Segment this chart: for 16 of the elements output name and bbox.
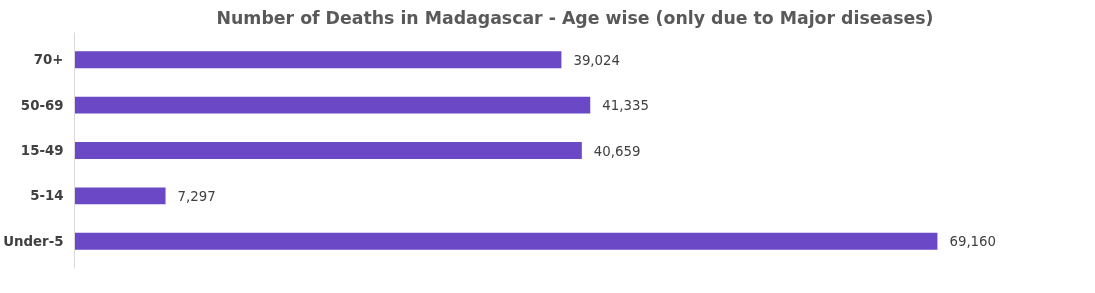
y-tick-label: 15-49 xyxy=(20,143,64,158)
bar xyxy=(74,187,166,205)
bar xyxy=(74,96,591,114)
chart-title: Number of Deaths in Madagascar - Age wise (only due to Major diseases) xyxy=(216,7,934,28)
data-label: 39,024 xyxy=(573,52,621,68)
data-label: 7,297 xyxy=(177,188,216,204)
y-tick-label: 5-14 xyxy=(30,188,64,204)
y-tick-label: 50-69 xyxy=(20,97,64,113)
bar xyxy=(74,142,582,159)
y-tick-label: Under-5 xyxy=(3,233,64,249)
data-label: 69,160 xyxy=(949,234,997,250)
data-label: 41,335 xyxy=(602,98,649,114)
y-tick-label: 70+ xyxy=(33,52,64,68)
data-label: 40,659 xyxy=(593,143,641,159)
bar xyxy=(74,232,938,250)
bar xyxy=(74,51,562,69)
